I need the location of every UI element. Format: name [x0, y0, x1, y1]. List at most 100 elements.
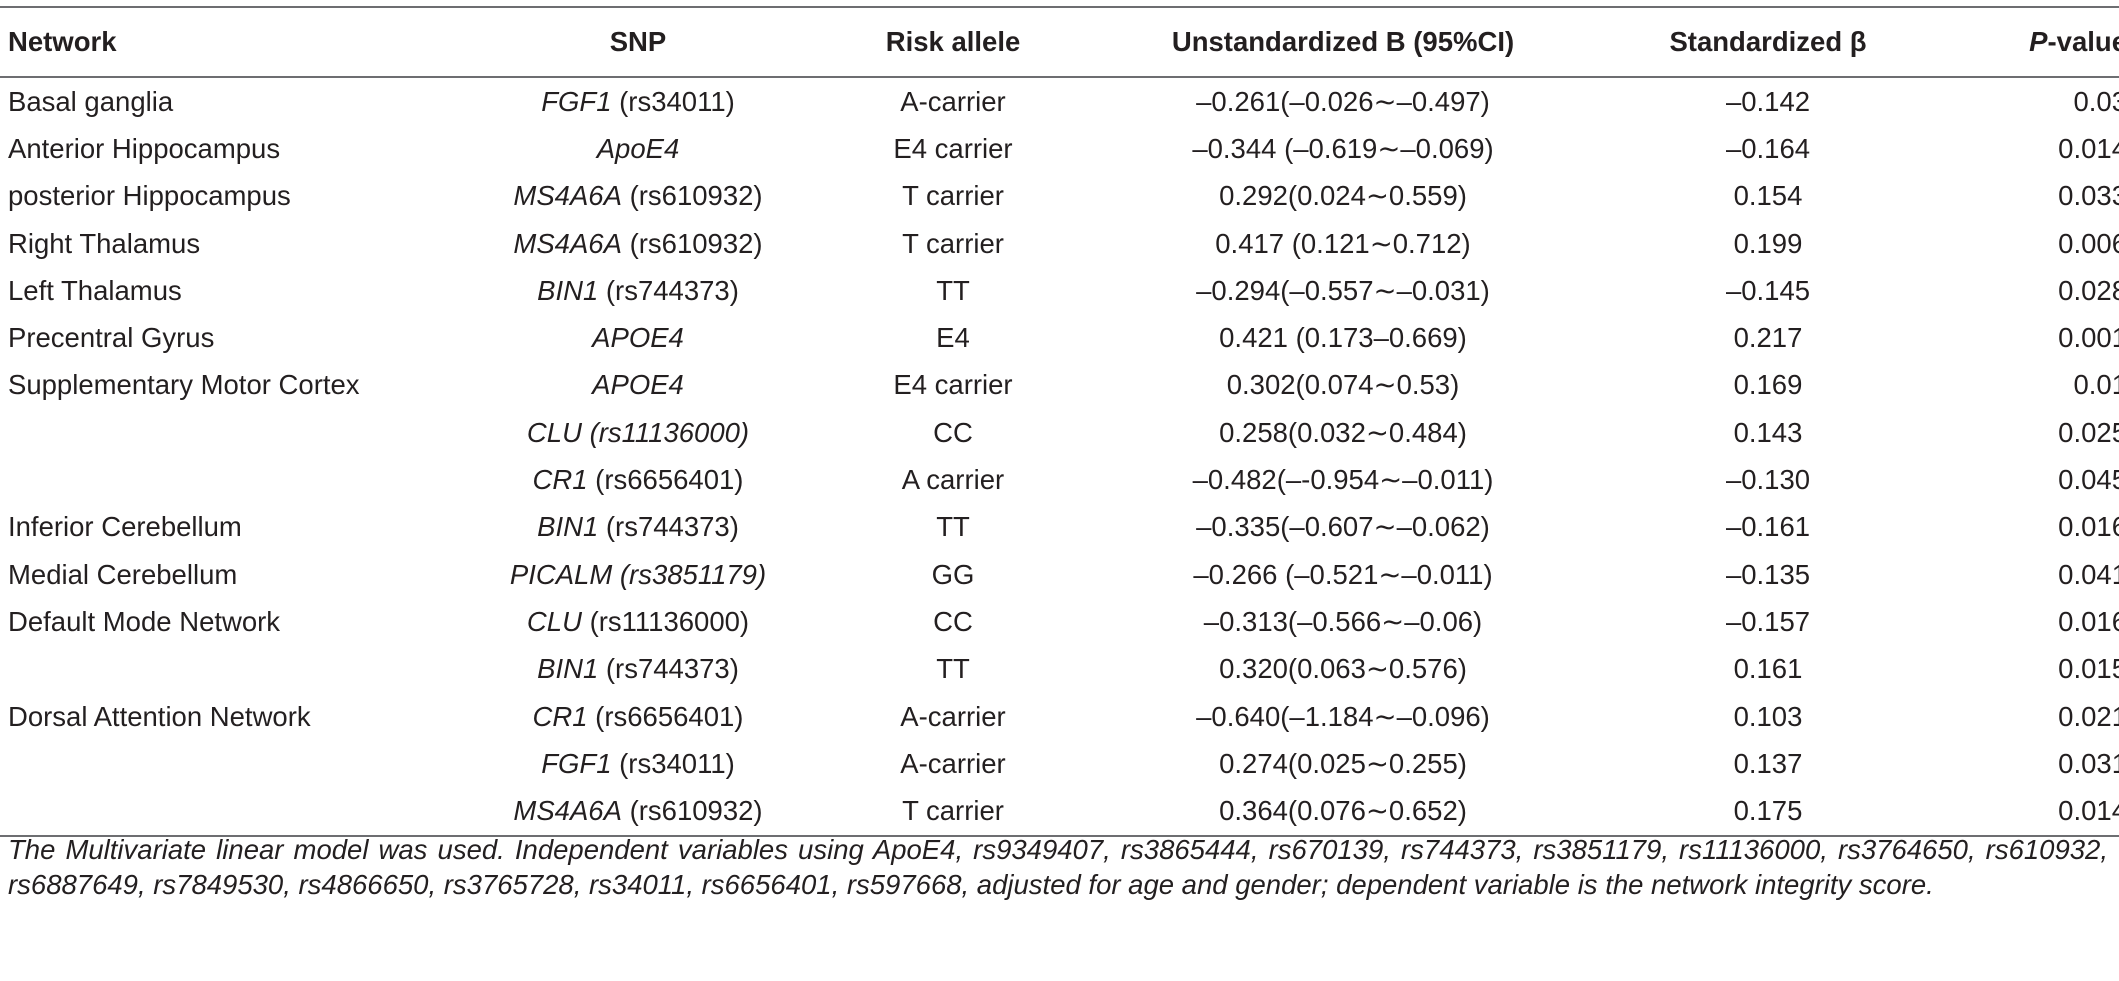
cell-p-value: 0.045	[2058, 464, 2119, 496]
cell-network: Right Thalamus	[8, 227, 201, 259]
cell-p-value: 0.001	[2058, 322, 2119, 354]
header-network: Network	[0, 6, 468, 78]
cell-unstandardized-b: 0.258(0.032∼0.484)	[1219, 416, 1467, 448]
gene-name: CR1	[532, 464, 588, 496]
snp-id: (rs610932)	[621, 227, 763, 259]
cell-unstandardized-b: –0.313(–0.566∼–0.06)	[1203, 605, 1483, 637]
cell-p-value: 0.021	[2058, 700, 2119, 732]
cell-network	[0, 787, 468, 837]
snp-id: (rs610932)	[621, 795, 763, 827]
gene-name: CLU (rs11136000)	[526, 416, 750, 448]
cell-p-value: 0.014	[2058, 132, 2119, 164]
cell-standardized-beta: –0.135	[1725, 558, 1811, 590]
snp-id: (rs34011)	[611, 85, 735, 117]
table-row: Left Thalamus BIN1 (rs744373) TT –0.294(–0.…	[0, 267, 2119, 314]
table-row: FGF1 (rs34011) A-carrier 0.274(0.025∼0.255…	[0, 740, 2119, 787]
header-unstandardized-b: Unstandardized B (95%CI)	[1098, 6, 1588, 78]
cell-standardized-beta: 0.103	[1733, 700, 1803, 732]
cell-risk-allele: E4 carrier	[893, 369, 1013, 401]
header-row: Network SNP Risk allele Unstandardized B…	[0, 6, 2119, 78]
gene-name: PICALM (rs3851179)	[509, 558, 767, 590]
cell-unstandardized-b: –0.261(–0.026∼–0.497)	[1196, 85, 1490, 117]
table-row: CLU (rs11136000) CC 0.258(0.032∼0.484) 0.14…	[0, 409, 2119, 456]
gene-name: ApoE4	[596, 132, 680, 164]
table-row: BIN1 (rs744373) TT 0.320(0.063∼0.576) 0.161…	[0, 646, 2119, 693]
cell-network: Basal ganglia	[8, 85, 174, 117]
cell-unstandardized-b: –0.266 (–0.521∼–0.011)	[1193, 558, 1493, 590]
cell-unstandardized-b: 0.364(0.076∼0.652)	[1098, 787, 1588, 837]
cell-risk-allele: CC	[933, 416, 973, 448]
cell-network	[0, 456, 468, 503]
cell-snp: FGF1 (rs34011)	[468, 77, 808, 125]
cell-risk-allele: A-carrier	[900, 85, 1006, 117]
cell-snp: BIN1 (rs744373)	[468, 267, 808, 314]
cell-unstandardized-b: 0.417 (0.121∼0.712)	[1215, 227, 1471, 259]
cell-unstandardized-b: 0.274(0.025∼0.255)	[1219, 747, 1467, 779]
snp-id: (rs744373)	[598, 511, 739, 543]
cell-standardized-beta: 0.175	[1588, 787, 1948, 837]
cell-network	[0, 409, 468, 456]
cell-snp: PICALM (rs3851179)	[468, 551, 808, 598]
header-standardized-beta: Standardized β	[1588, 6, 1948, 78]
cell-risk-allele: GG	[931, 558, 975, 590]
cell-network: Left Thalamus	[8, 274, 182, 306]
cell-snp: MS4A6A (rs610932)	[468, 220, 808, 267]
cell-risk-allele: E4 carrier	[893, 132, 1013, 164]
cell-snp: BIN1 (rs744373)	[468, 504, 808, 551]
gene-name: APOE4	[592, 369, 684, 401]
cell-p-value: 0.041	[2058, 558, 2119, 590]
cell-snp: MS4A6A (rs610932)	[468, 787, 808, 837]
snp-id: (rs34011)	[611, 747, 735, 779]
cell-unstandardized-b: 0.421 (0.173–0.669)	[1219, 322, 1467, 354]
cell-p-value: 0.025	[2058, 416, 2119, 448]
gene-name: MS4A6A	[513, 795, 622, 827]
gene-name: MS4A6A	[513, 227, 622, 259]
cell-standardized-beta: 0.199	[1733, 227, 1803, 259]
cell-network: Precentral Gyrus	[8, 322, 215, 354]
cell-p-value: 0.031	[2058, 747, 2119, 779]
cell-risk-allele: TT	[936, 274, 970, 306]
cell-unstandardized-b: 0.320(0.063∼0.576)	[1219, 653, 1467, 685]
cell-unstandardized-b: 0.292(0.024∼0.559)	[1219, 180, 1467, 212]
table-row: Medial Cerebellum PICALM (rs3851179) GG –0.…	[0, 551, 2119, 598]
cell-snp: CLU (rs11136000)	[468, 409, 808, 456]
snp-id: (rs6656401)	[587, 700, 744, 732]
table-row: Default Mode Network CLU (rs11136000) CC –0…	[0, 598, 2119, 645]
cell-standardized-beta: –0.145	[1725, 274, 1811, 306]
cell-standardized-beta: –0.130	[1725, 464, 1811, 496]
cell-network: Medial Cerebellum	[8, 558, 238, 590]
results-table: Network SNP Risk allele Unstandardized B…	[0, 6, 2119, 837]
cell-risk-allele: T carrier	[902, 227, 1004, 259]
cell-network: Supplementary Motor Cortex	[8, 369, 360, 401]
gene-name: BIN1	[537, 511, 599, 543]
cell-snp: CR1 (rs6656401)	[468, 456, 808, 503]
gene-name: BIN1	[537, 274, 599, 306]
cell-network	[0, 740, 468, 787]
gene-name: MS4A6A	[513, 180, 622, 212]
cell-standardized-beta: 0.137	[1733, 747, 1803, 779]
table-row: Dorsal Attention Network CR1 (rs6656401) A…	[0, 693, 2119, 740]
cell-risk-allele: T carrier	[808, 787, 1098, 837]
cell-snp: CLU (rs11136000)	[468, 598, 808, 645]
snp-id: (rs6656401)	[587, 464, 744, 496]
cell-standardized-beta: –0.161	[1725, 511, 1811, 543]
cell-unstandardized-b: 0.302(0.074∼0.53)	[1226, 369, 1460, 401]
cell-standardized-beta: –0.164	[1725, 132, 1811, 164]
gene-name: CR1	[532, 700, 588, 732]
cell-p-value: 0.03	[2073, 85, 2119, 117]
cell-risk-allele: E4	[936, 322, 970, 354]
cell-p-value: 0.016	[2058, 511, 2119, 543]
snp-id: (rs610932)	[621, 180, 763, 212]
cell-p-value: 0.006	[2058, 227, 2119, 259]
cell-p-value: 0.028	[2058, 274, 2119, 306]
cell-standardized-beta: 0.143	[1733, 416, 1803, 448]
cell-snp: CR1 (rs6656401)	[468, 693, 808, 740]
cell-snp: APOE4	[468, 314, 808, 361]
header-p-letter: P	[2029, 26, 2048, 57]
header-p-value: P-value	[1948, 6, 2119, 78]
gene-name: CLU	[526, 605, 582, 637]
gene-name: BIN1	[537, 653, 599, 685]
cell-network: Default Mode Network	[8, 605, 281, 637]
cell-network: Anterior Hippocampus	[8, 132, 281, 164]
table-footnote: The Multivariate linear model was used. …	[8, 834, 2108, 900]
